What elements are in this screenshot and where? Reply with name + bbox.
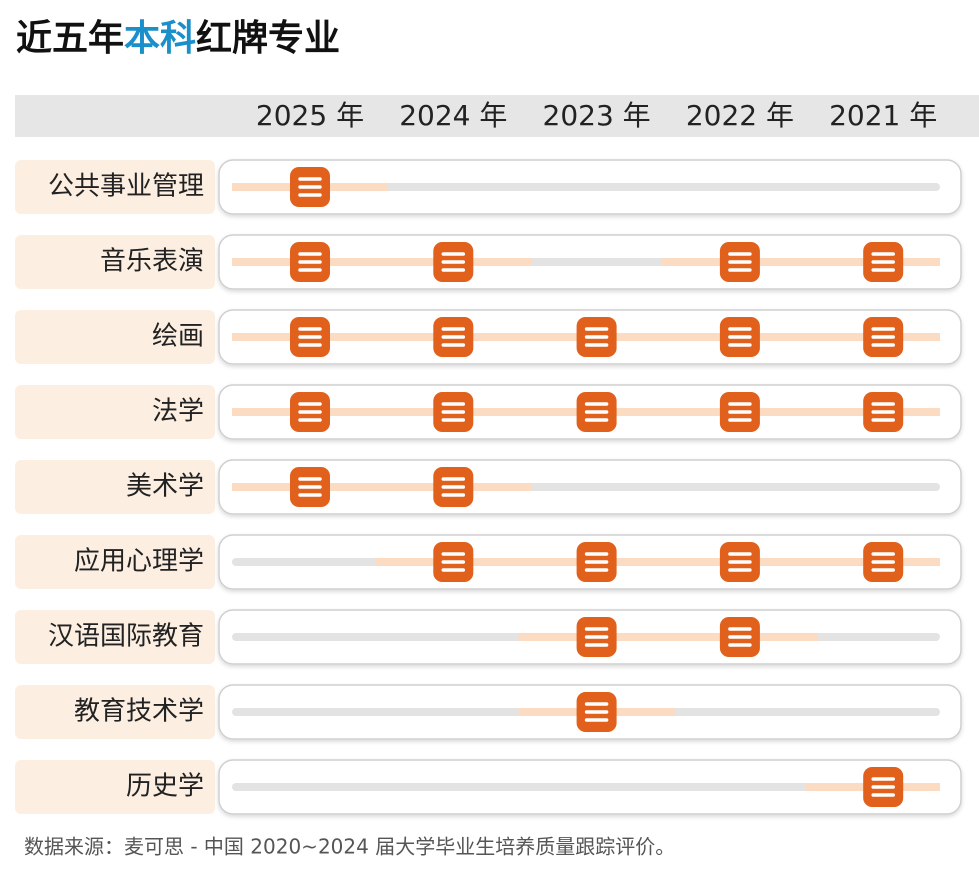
track-line [232, 783, 940, 791]
row-label: 应用心理学 [74, 547, 204, 577]
year-header: 2021 年 [829, 99, 937, 132]
row-label-bg [15, 610, 215, 664]
title-part: 红牌专业 [196, 18, 340, 59]
title-part: 近五年 [16, 18, 124, 59]
row-label-bg [15, 760, 215, 814]
source-note: 数据来源：麦可思 - 中国 2020~2024 届大学毕业生培养质量跟踪评价。 [24, 835, 675, 859]
row-label-bg [15, 160, 215, 214]
title: 近五年本科红牌专业 [16, 18, 340, 59]
row-label-bg [15, 535, 215, 589]
row-label: 教育技术学 [74, 697, 204, 727]
row-label: 音乐表演 [100, 247, 204, 277]
row-label: 公共事业管理 [48, 172, 204, 202]
year-header: 2024 年 [399, 99, 507, 132]
row-label-bg [15, 235, 215, 289]
row-label-bg [15, 385, 215, 439]
row-label: 历史学 [126, 772, 204, 802]
row-label-bg [15, 460, 215, 514]
row-label: 汉语国际教育 [48, 622, 204, 652]
row-label-bg [15, 685, 215, 739]
year-header: 2023 年 [543, 99, 651, 132]
track-line [232, 183, 940, 191]
title-highlight: 本科 [124, 18, 196, 59]
row-label-bg [15, 310, 215, 364]
row-label: 绘画 [152, 322, 204, 352]
header-band [15, 95, 979, 137]
row-label: 美术学 [126, 472, 204, 502]
row-label: 法学 [152, 397, 204, 427]
year-header: 2022 年 [686, 99, 794, 132]
year-header: 2025 年 [256, 99, 364, 132]
